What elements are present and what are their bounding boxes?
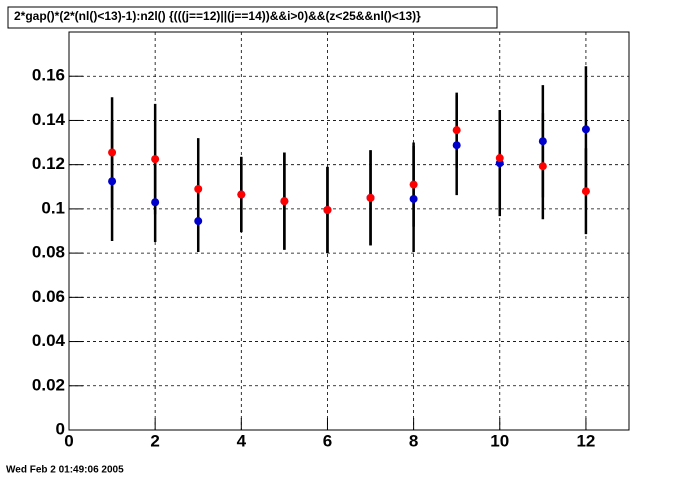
x-tick-label: 8	[409, 431, 418, 450]
chart-title: 2*gap()*(2*(nl()<13)-1):n2l() {(((j==12)…	[14, 9, 421, 23]
marker	[452, 126, 461, 135]
marker	[581, 125, 590, 134]
marker	[452, 141, 461, 150]
marker	[108, 177, 117, 186]
y-tick-label: 0	[56, 419, 65, 438]
x-tick-label: 2	[150, 431, 159, 450]
marker	[237, 190, 246, 199]
x-tick-label: 0	[64, 431, 73, 450]
footer: Wed Feb 2 01:49:06 2005	[6, 465, 124, 476]
x-tick-label: 6	[323, 431, 332, 450]
y-tick-label: 0.1	[41, 198, 65, 217]
title-box	[7, 6, 498, 29]
marker	[194, 217, 203, 226]
marker	[409, 180, 418, 189]
y-tick-label: 0.12	[32, 154, 65, 173]
y-tick-label: 0.06	[32, 287, 65, 306]
marker	[151, 155, 160, 164]
y-tick-label: 0.02	[32, 375, 65, 394]
y-tick-label: 0.16	[32, 66, 65, 85]
y-tick-label: 0.14	[32, 110, 66, 129]
x-tick-label: 12	[576, 431, 595, 450]
marker	[280, 197, 289, 206]
x-tick-label: 10	[490, 431, 509, 450]
marker	[495, 154, 504, 163]
marker	[538, 162, 547, 171]
y-tick-label: 0.04	[32, 331, 66, 350]
x-tick-label: 4	[237, 431, 247, 450]
marker	[108, 148, 117, 157]
marker	[581, 187, 590, 196]
plot-frame	[68, 31, 630, 431]
marker	[409, 194, 418, 203]
marker	[538, 137, 547, 146]
marker	[323, 205, 332, 214]
y-tick-label: 0.08	[32, 243, 65, 262]
marker	[151, 198, 160, 207]
marker	[194, 184, 203, 193]
marker	[366, 193, 375, 202]
